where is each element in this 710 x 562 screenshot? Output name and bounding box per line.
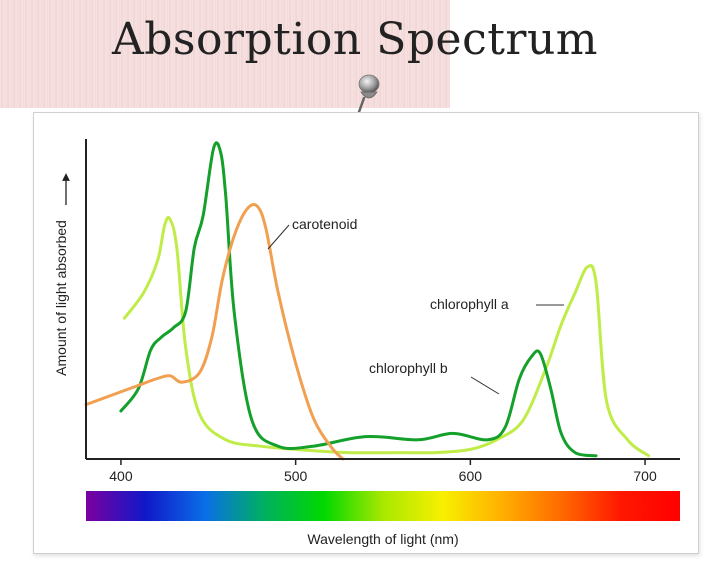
annotation-leader-carotenoid: [267, 224, 290, 250]
x-tick-label: 700: [633, 468, 657, 484]
absorption-chart: 400 500 600 700 Amount of light absorbed Wa…: [53, 139, 680, 547]
series-line-chlorophyll-b: [119, 141, 598, 458]
annotation-label-carotenoid: carotenoid: [292, 216, 357, 232]
annotation-leader-chlorophyll-b: [470, 376, 500, 395]
y-axis-label-group: Amount of light absorbed: [53, 173, 70, 376]
x-tick-label: 600: [459, 468, 483, 484]
spectrum-bar: [86, 491, 680, 521]
y-axis-label: Amount of light absorbed: [53, 220, 69, 376]
series-line-chlorophyll-a: [122, 215, 651, 458]
x-axis-label: Wavelength of light (nm): [307, 531, 458, 547]
x-tick-label: 500: [284, 468, 308, 484]
annotation-label-chlorophyll-a: chlorophyll a: [430, 296, 509, 312]
annotation-label-chlorophyll-b: chlorophyll b: [369, 360, 448, 376]
chart-card: 400 500 600 700 Amount of light absorbed Wa…: [33, 112, 699, 554]
page-title: Absorption Spectrum: [111, 14, 599, 65]
pushpin-icon: [357, 74, 380, 114]
x-tick-label: 400: [109, 468, 133, 484]
series-line-carotenoid: [84, 203, 345, 461]
